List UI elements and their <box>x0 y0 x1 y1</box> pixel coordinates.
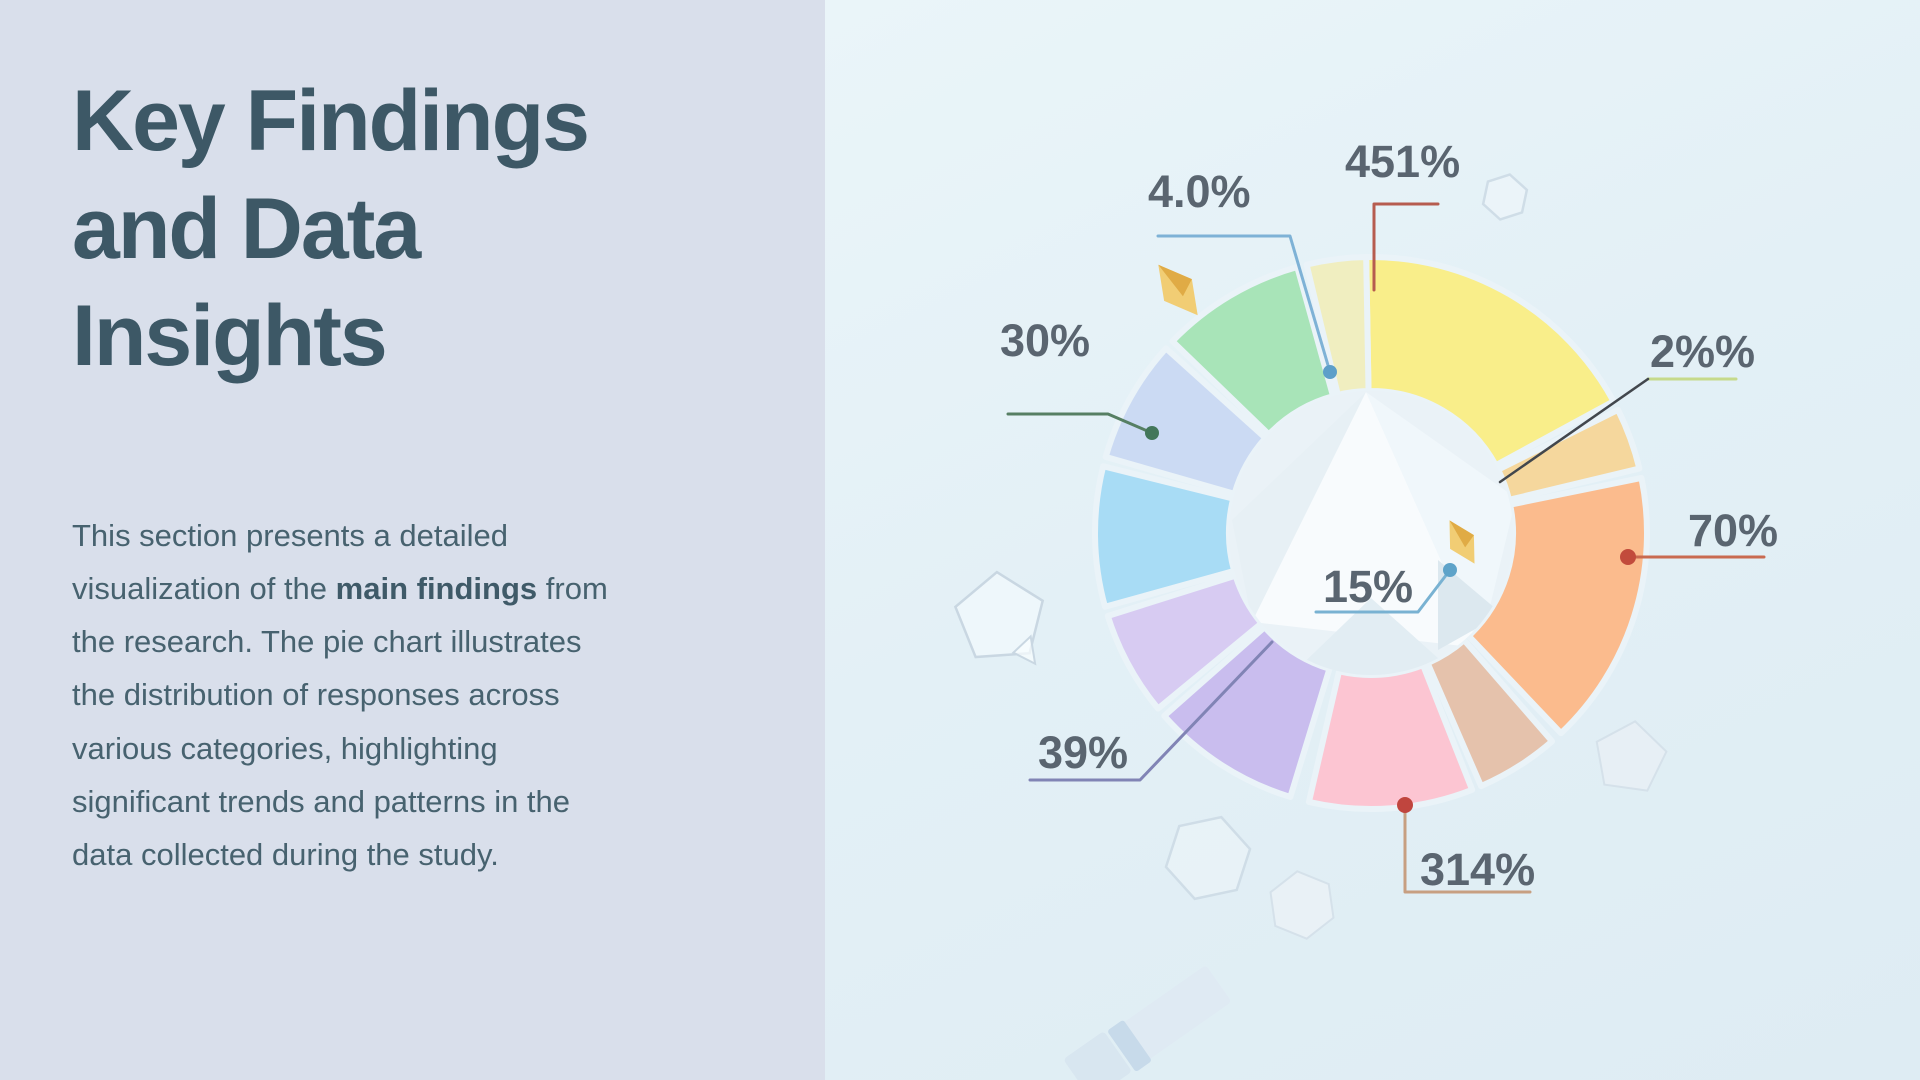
left-panel: Key Findings and Data Insights This sect… <box>0 0 825 1080</box>
page-title: Key Findings and Data Insights <box>72 73 590 384</box>
body-text-before: This section presents a detailed visuali… <box>72 517 508 606</box>
chart-panel <box>825 0 1920 1080</box>
body-text-bold: main findings <box>335 570 538 606</box>
body-text: This section presents a detailed visuali… <box>72 509 624 882</box>
body-text-after: from the research. The pie chart illustr… <box>72 570 608 873</box>
